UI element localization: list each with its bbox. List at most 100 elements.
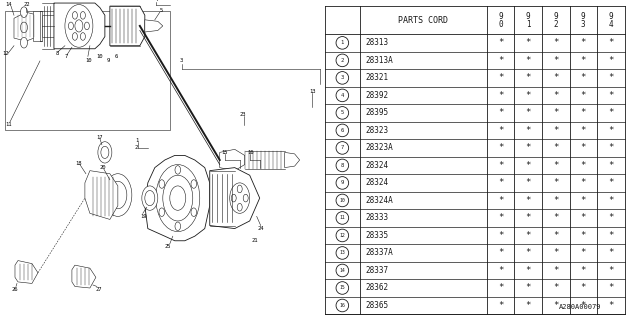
Text: 28395: 28395 [365,108,388,117]
Text: 9
0: 9 0 [499,12,503,29]
Text: 21: 21 [252,238,258,243]
Text: *: * [525,248,531,258]
Text: *: * [580,91,586,100]
Circle shape [98,142,112,163]
Text: *: * [498,108,503,117]
Polygon shape [110,6,145,46]
Text: 12: 12 [339,233,345,238]
Text: 24: 24 [258,226,264,231]
Text: 9: 9 [107,59,110,63]
Circle shape [159,180,164,188]
Text: 6: 6 [115,54,118,59]
Text: 3: 3 [180,59,183,63]
Text: *: * [608,108,614,117]
Text: *: * [580,161,586,170]
Text: *: * [498,284,503,292]
Text: 18: 18 [75,161,81,165]
Text: 4: 4 [155,0,158,3]
Text: *: * [525,161,531,170]
Text: 5: 5 [160,8,163,13]
Circle shape [237,204,242,211]
Text: *: * [553,56,559,65]
Ellipse shape [336,264,349,277]
Circle shape [81,12,85,19]
Text: 28333: 28333 [365,213,388,222]
Text: *: * [525,213,531,222]
Text: *: * [553,179,559,188]
Text: 9
1: 9 1 [526,12,531,29]
Text: 28321: 28321 [365,73,388,82]
Circle shape [191,180,196,188]
Text: *: * [498,196,503,205]
Text: 11: 11 [5,123,12,127]
Bar [33,11,42,41]
Text: 2: 2 [340,58,344,63]
Text: *: * [498,248,503,258]
Text: 28335: 28335 [365,231,388,240]
Text: *: * [553,284,559,292]
Text: PARTS CORD: PARTS CORD [398,16,448,25]
Text: *: * [553,213,559,222]
Text: 6: 6 [340,128,344,133]
Text: *: * [525,231,531,240]
Polygon shape [15,260,38,284]
Ellipse shape [336,247,349,259]
Text: *: * [525,126,531,135]
Ellipse shape [336,212,349,224]
Text: 9
3: 9 3 [581,12,586,29]
Polygon shape [145,156,210,241]
Text: 15: 15 [221,150,228,155]
Circle shape [20,7,28,18]
Ellipse shape [336,54,349,67]
Text: *: * [553,196,559,205]
Text: 20: 20 [100,165,106,170]
Circle shape [101,146,109,158]
Text: 23: 23 [240,112,246,117]
Text: *: * [580,38,586,47]
Ellipse shape [336,107,349,119]
Text: *: * [553,108,559,117]
Text: 28324A: 28324A [365,196,394,205]
Text: 14: 14 [339,268,345,273]
Text: 1: 1 [340,40,344,45]
Circle shape [68,22,74,30]
Text: *: * [553,38,559,47]
Text: 7: 7 [340,145,344,150]
Circle shape [243,194,248,202]
Circle shape [109,181,127,209]
Circle shape [175,166,180,174]
Text: 16: 16 [339,303,345,308]
Text: *: * [608,248,614,258]
Ellipse shape [336,177,349,189]
Text: *: * [498,126,503,135]
Polygon shape [14,12,42,41]
Circle shape [230,183,250,213]
Text: A280A00079: A280A00079 [559,304,602,310]
Text: *: * [553,231,559,240]
Text: 28313: 28313 [365,38,388,47]
Text: 28337: 28337 [365,266,388,275]
Text: *: * [525,91,531,100]
Text: *: * [608,38,614,47]
Text: 28323: 28323 [365,126,388,135]
Text: 9: 9 [340,180,344,185]
Text: 10: 10 [339,198,345,203]
Text: *: * [608,196,614,205]
Text: *: * [525,56,531,65]
Text: 4: 4 [340,93,344,98]
Text: 28392: 28392 [365,91,388,100]
Text: 28324: 28324 [365,179,388,188]
Text: 27: 27 [96,287,102,292]
Text: 10: 10 [96,54,102,59]
Text: *: * [525,108,531,117]
Text: 28313A: 28313A [365,56,394,65]
Text: 28324: 28324 [365,161,388,170]
Ellipse shape [65,4,93,47]
Text: *: * [580,56,586,65]
Text: *: * [553,126,559,135]
Text: *: * [498,161,503,170]
Text: *: * [608,266,614,275]
Ellipse shape [336,159,349,172]
Text: *: * [608,126,614,135]
Circle shape [142,186,158,210]
